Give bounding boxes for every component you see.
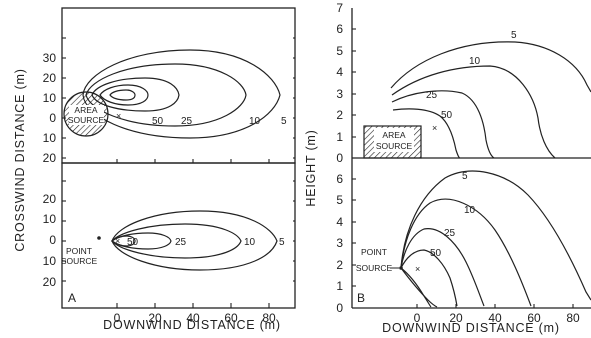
left-upper-tick-10b: 10 <box>43 131 57 145</box>
right-y-axis-label: HEIGHT (m) <box>304 129 318 206</box>
right-point-source-label-1: POINT <box>361 247 387 257</box>
right-upper-tick-6: 6 <box>336 22 343 36</box>
right-upper-tick-1: 1 <box>336 130 343 144</box>
left-lower-contour-label-50: 50 <box>127 237 139 248</box>
right-upper-contour-10 <box>391 65 556 159</box>
right-lower-contour-label-50: 50 <box>430 248 442 259</box>
right-x-tick-0: 0 <box>414 311 421 325</box>
right-x-tick-40: 40 <box>488 311 502 325</box>
right-lower-plot: 6 5 4 3 2 1 0 POINT SOURCE × 5 10 25 50 … <box>336 158 591 315</box>
right-point-source-label-2: SOURCE <box>356 263 393 273</box>
left-upper-tick-20b: 20 <box>43 151 57 165</box>
right-area-source-label-1: AREA <box>382 130 405 140</box>
left-upper-center-mark: × <box>116 111 121 121</box>
left-point-source-dot <box>97 236 101 240</box>
left-upper-contour-label-5: 5 <box>281 116 287 127</box>
left-upper-contour-label-25: 25 <box>181 116 193 127</box>
left-upper-tick-20a: 20 <box>43 71 57 85</box>
left-area-source-label-2: SOURCE <box>68 115 105 125</box>
right-upper-contour-label-10: 10 <box>469 56 481 67</box>
left-area-source-label-1: AREA <box>74 105 97 115</box>
right-lower-tick-1: 1 <box>336 279 343 293</box>
right-upper-center-mark: × <box>432 123 437 133</box>
right-lower-contour-label-25: 25 <box>444 228 456 239</box>
left-lower-tick-10a: 10 <box>43 212 57 226</box>
left-point-source-label-1: POINT <box>66 246 92 256</box>
left-lower-tick-20b: 20 <box>43 275 57 289</box>
right-upper-plot: 7 6 5 4 3 2 1 0 AREA SOURCE × 5 10 25 50 <box>336 1 591 165</box>
right-lower-contour-5 <box>400 170 591 301</box>
left-x-tick-80: 80 <box>262 311 276 325</box>
right-area-source-label-2: SOURCE <box>376 141 413 151</box>
left-x-tick-60: 60 <box>224 311 238 325</box>
right-point-source-dot <box>399 266 403 270</box>
left-x-tick-40: 40 <box>186 311 200 325</box>
right-lower-contour-10 <box>400 198 532 307</box>
right-x-tick-80: 80 <box>566 311 580 325</box>
left-lower-contour-label-5: 5 <box>279 237 285 248</box>
right-lower-tick-0: 0 <box>336 301 343 315</box>
left-upper-contour-label-10: 10 <box>249 116 261 127</box>
right-upper-contour-25 <box>391 90 495 159</box>
left-lower-contour-25 <box>111 232 172 250</box>
left-panel: CROSSWIND DISTANCE (m) DOWNWIND DISTANCE… <box>13 7 296 332</box>
right-upper-tick-4: 4 <box>336 65 343 79</box>
left-upper-frame <box>61 7 296 164</box>
left-lower-contour-50 <box>110 235 136 247</box>
left-lower-contour-label-10: 10 <box>244 237 256 248</box>
left-upper-contour-label-50: 50 <box>152 116 164 127</box>
left-upper-tick-30a: 30 <box>43 51 57 65</box>
left-lower-contour-5 <box>111 210 278 271</box>
left-upper-plot: 30 20 10 0 10 20 AREA SOURCE × 50 25 10 … <box>43 7 296 165</box>
right-upper-tick-2: 2 <box>336 108 343 122</box>
right-panel: HEIGHT (m) DOWNWIND DISTANCE (m) 7 6 5 4… <box>304 1 591 335</box>
right-upper-contour-label-25: 25 <box>426 90 438 101</box>
left-x-axis-label: DOWNWIND DISTANCE (m) <box>103 318 281 332</box>
right-lower-contour-label-10: 10 <box>464 205 476 216</box>
left-x-tick-20: 20 <box>148 311 162 325</box>
left-y-axis-label: CROSSWIND DISTANCE (m) <box>13 68 27 251</box>
right-x-axis-label: DOWNWIND DISTANCE (m) <box>382 321 560 335</box>
left-lower-plot: 20 10 0 10 20 POINT SOURCE × 50 25 10 5 … <box>43 162 296 309</box>
right-upper-contour-5 <box>390 41 591 93</box>
right-lower-contour-25 <box>400 228 485 307</box>
right-upper-contour-50 <box>392 108 461 159</box>
right-lower-tick-5: 5 <box>336 193 343 207</box>
left-x-tick-0: 0 <box>114 311 121 325</box>
right-lower-tick-6: 6 <box>336 172 343 186</box>
right-upper-contour-label-5: 5 <box>511 30 517 41</box>
right-lower-center-mark: × <box>415 264 420 274</box>
right-x-tick-20: 20 <box>449 311 463 325</box>
left-lower-contour-label-25: 25 <box>175 237 187 248</box>
left-upper-contour-50 <box>99 84 149 106</box>
right-upper-tick-7: 7 <box>336 1 343 15</box>
right-lower-tick-4: 4 <box>336 215 343 229</box>
right-lower-tick-2: 2 <box>336 258 343 272</box>
panel-letter-b: B <box>357 291 365 305</box>
right-lower-contour-label-5: 5 <box>462 171 468 182</box>
right-upper-tick-3: 3 <box>336 87 343 101</box>
left-lower-tick-10b: 10 <box>43 254 57 268</box>
left-point-source-label-2: SOURCE <box>61 256 98 266</box>
right-upper-contour-label-50: 50 <box>441 110 453 121</box>
right-upper-tick-5: 5 <box>336 44 343 58</box>
right-lower-tick-3: 3 <box>336 236 343 250</box>
left-upper-tick-10a: 10 <box>43 91 57 105</box>
left-lower-tick-20a: 20 <box>43 192 57 206</box>
left-lower-contour-10 <box>111 223 242 259</box>
left-lower-tick-0: 0 <box>49 233 56 247</box>
left-upper-tick-0: 0 <box>49 111 56 125</box>
left-lower-frame <box>61 162 296 309</box>
right-upper-tick-0: 0 <box>336 151 343 165</box>
right-lower-contour-50 <box>400 249 458 307</box>
panel-letter-a: A <box>68 291 76 305</box>
left-upper-contour-5 <box>82 49 281 139</box>
left-upper-contour-25 <box>91 77 180 112</box>
left-lower-center-mark: × <box>115 236 120 246</box>
left-upper-contour-10 <box>85 63 247 127</box>
right-x-tick-60: 60 <box>527 311 541 325</box>
